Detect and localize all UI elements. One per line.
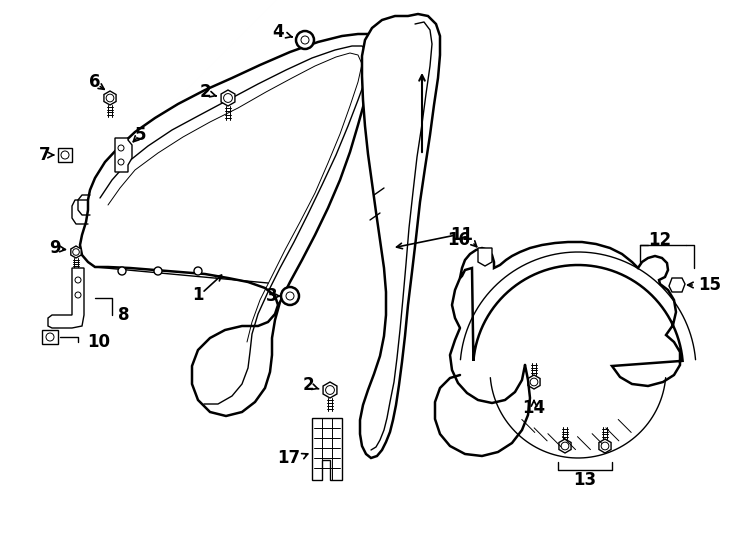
Polygon shape: [70, 246, 81, 258]
Text: 15: 15: [698, 276, 721, 294]
Circle shape: [118, 159, 124, 165]
Polygon shape: [104, 91, 116, 105]
Polygon shape: [312, 418, 342, 480]
Text: 6: 6: [90, 73, 101, 91]
Text: 1: 1: [192, 286, 204, 304]
Text: 14: 14: [523, 399, 545, 417]
Circle shape: [106, 94, 114, 102]
Circle shape: [296, 31, 314, 49]
Polygon shape: [460, 242, 683, 386]
Polygon shape: [58, 148, 72, 162]
Circle shape: [194, 267, 202, 275]
Circle shape: [61, 151, 69, 159]
Circle shape: [286, 292, 294, 300]
Polygon shape: [115, 138, 132, 172]
Text: 17: 17: [277, 449, 300, 467]
Text: 3: 3: [266, 287, 277, 305]
Circle shape: [75, 292, 81, 298]
Text: 2: 2: [199, 83, 211, 101]
Polygon shape: [528, 375, 540, 389]
Circle shape: [154, 267, 162, 275]
Polygon shape: [599, 439, 611, 453]
Polygon shape: [559, 439, 571, 453]
Polygon shape: [669, 278, 685, 292]
Polygon shape: [48, 268, 84, 328]
Circle shape: [73, 249, 79, 255]
Circle shape: [118, 267, 126, 275]
Polygon shape: [360, 14, 440, 458]
Text: 16: 16: [447, 231, 470, 249]
Polygon shape: [323, 382, 337, 398]
Text: 11: 11: [451, 226, 473, 244]
Circle shape: [118, 145, 124, 151]
Polygon shape: [42, 330, 58, 344]
Polygon shape: [80, 34, 380, 416]
Polygon shape: [221, 90, 235, 106]
Circle shape: [75, 277, 81, 283]
Circle shape: [281, 287, 299, 305]
Circle shape: [562, 442, 569, 450]
Circle shape: [224, 93, 233, 103]
Text: 10: 10: [87, 333, 110, 351]
Text: 13: 13: [573, 471, 597, 489]
Text: 4: 4: [272, 23, 284, 41]
Text: 5: 5: [134, 126, 146, 144]
Circle shape: [326, 386, 335, 394]
Circle shape: [46, 333, 54, 341]
Text: 2: 2: [302, 376, 314, 394]
Circle shape: [601, 442, 608, 450]
Text: 7: 7: [39, 146, 51, 164]
Circle shape: [530, 378, 538, 386]
Polygon shape: [478, 248, 492, 266]
Circle shape: [301, 36, 309, 44]
Text: 9: 9: [49, 239, 61, 257]
Text: 8: 8: [118, 306, 129, 324]
Text: 12: 12: [648, 231, 671, 249]
